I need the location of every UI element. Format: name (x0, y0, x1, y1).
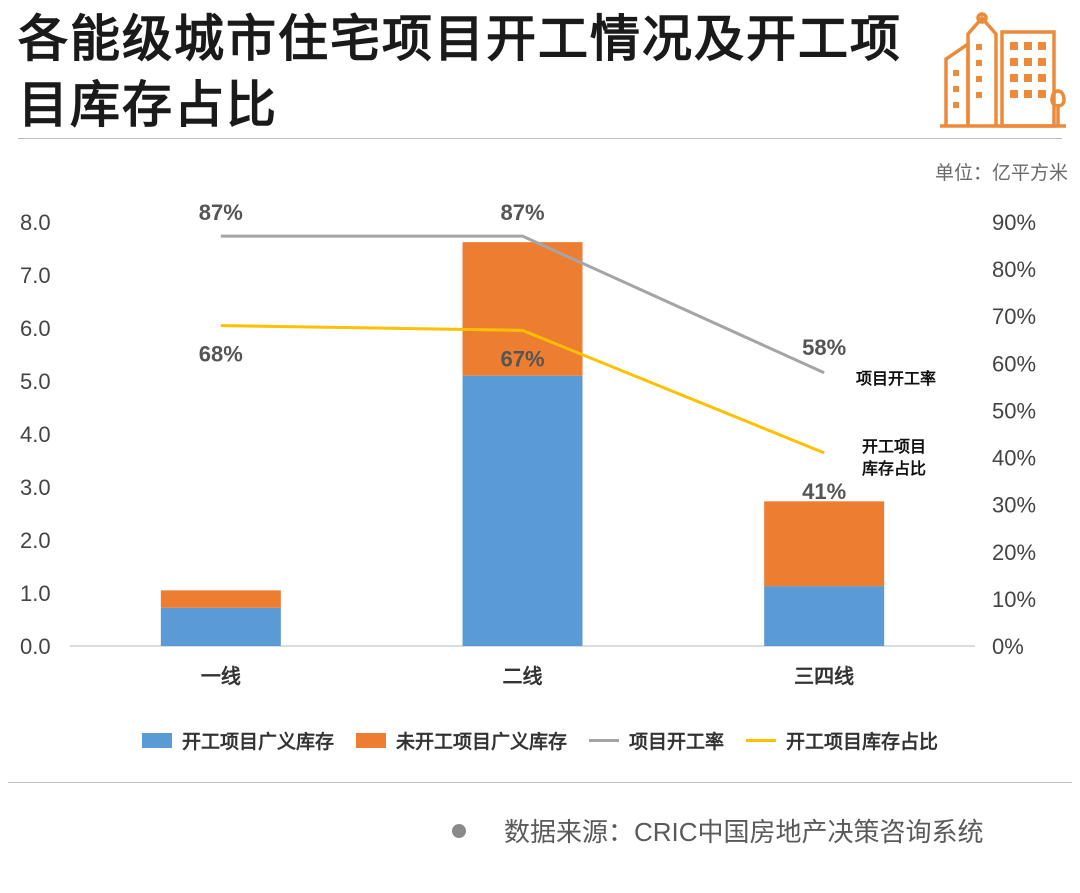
right-axis-tick-label: 60% (992, 351, 1036, 376)
chart-legend: 开工项目广义库存 未开工项目广义库存 项目开工率 开工项目库存占比 (0, 727, 1080, 754)
right-axis-tick-label: 90% (992, 210, 1036, 235)
right-axis-tick-label: 10% (992, 587, 1036, 612)
footer-divider (8, 782, 1072, 783)
series-line (220, 234, 825, 375)
legend-swatch-yellow-line (746, 739, 777, 742)
annotation-inventory-share-line2: 库存占比 (862, 459, 926, 478)
legend-label: 开工项目广义库存 (181, 731, 334, 753)
series-line (220, 324, 825, 455)
source-note: 数据来源：CRIC中国房地产决策咨询系统 (452, 812, 984, 849)
bar-segment (462, 375, 583, 646)
data-label: 68% (199, 342, 243, 367)
unit-label: 单位：亿平方米 (934, 162, 1068, 184)
annotation-start-rate: 项目开工率 (856, 369, 936, 388)
legend-label: 开工项目库存占比 (786, 731, 939, 753)
legend-swatch-orange (355, 733, 386, 748)
bar-segment (160, 607, 281, 646)
left-axis-tick-label: 2.0 (20, 528, 51, 553)
bar-segment (764, 586, 885, 646)
left-axis-tick-label: 0.0 (20, 634, 51, 659)
bar-segment (160, 590, 281, 608)
legend-label: 项目开工率 (629, 731, 725, 753)
legend-item-start-rate: 项目开工率 (589, 727, 724, 754)
legend-item-unstarted-inventory: 未开工项目广义库存 (355, 727, 567, 754)
data-label: 87% (500, 200, 544, 225)
left-axis-tick-label: 1.0 (20, 581, 51, 606)
right-axis-tick-label: 0% (992, 634, 1024, 659)
legend-swatch-blue (141, 733, 172, 748)
right-axis-tick-label: 20% (992, 540, 1036, 565)
right-axis-tick-label: 70% (992, 304, 1036, 329)
left-axis-tick-label: 3.0 (20, 475, 51, 500)
bar-segment (462, 242, 583, 376)
category-label: 一线 (201, 664, 241, 688)
data-label: 41% (802, 479, 846, 504)
legend-item-started-inventory: 开工项目广义库存 (141, 727, 334, 754)
right-axis-tick-label: 50% (992, 398, 1036, 423)
right-axis-tick-label: 80% (992, 257, 1036, 282)
legend-item-inventory-share: 开工项目库存占比 (746, 727, 938, 754)
left-axis-tick-label: 6.0 (20, 316, 51, 341)
bar-segment (764, 501, 885, 587)
bullet-icon (452, 823, 466, 838)
data-label: 87% (199, 200, 243, 225)
left-axis-tick-label: 4.0 (20, 422, 51, 447)
title-divider (18, 138, 1062, 139)
left-axis-tick-label: 5.0 (20, 369, 51, 394)
left-axis-tick-label: 8.0 (20, 210, 51, 235)
annotation-inventory-share-line1: 开工项目 (862, 437, 926, 456)
page-title: 各能级城市住宅项目开工情况及开工项目库存占比 (18, 10, 902, 134)
chart-area: 0.0 1.0 2.0 3.0 4.0 5.0 6.0 7.0 8.0 0% 10% 20% 30% 40… (20, 200, 1036, 688)
left-axis-tick-label: 7.0 (20, 263, 51, 288)
legend-swatch-gray-line (589, 739, 619, 742)
source-text: 数据来源：CRIC中国房地产决策咨询系统 (504, 817, 984, 847)
data-label: 58% (802, 335, 846, 360)
right-axis-tick-label: 40% (992, 446, 1036, 471)
data-label: 67% (500, 346, 544, 371)
right-axis-tick-label: 30% (992, 493, 1036, 518)
building-logo-icon (940, 12, 1066, 128)
legend-label: 未开工项目广义库存 (395, 731, 567, 753)
category-label: 二线 (503, 664, 543, 688)
category-label: 三四线 (794, 664, 854, 688)
